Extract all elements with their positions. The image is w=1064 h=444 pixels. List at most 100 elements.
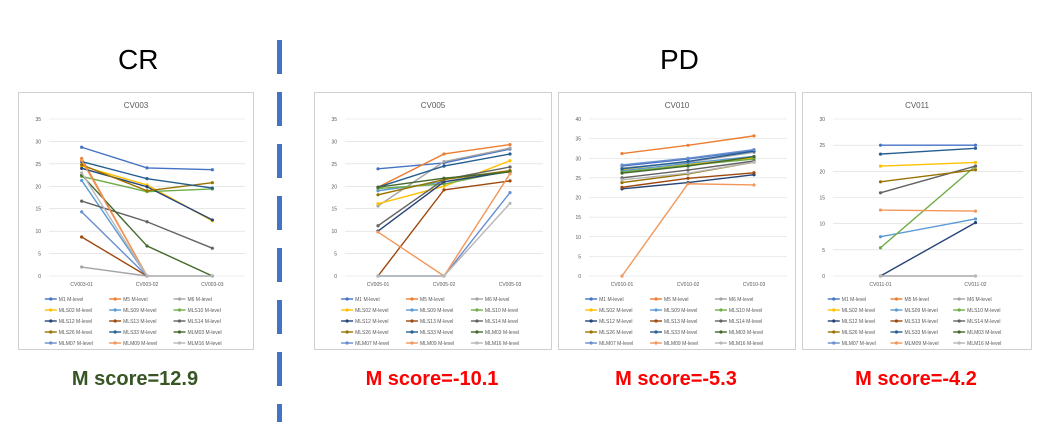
legend-label: MLM07 M-level — [59, 341, 93, 347]
x-tick-label: CV011-01 — [869, 282, 891, 288]
x-tick-label: CV005-03 — [499, 282, 522, 288]
legend-marker — [832, 330, 836, 334]
legend-label: M5 M-level — [664, 297, 688, 303]
data-point — [210, 274, 214, 278]
series-line-mls26 — [880, 169, 976, 183]
legend-marker — [49, 319, 53, 323]
m-score-cv010: M score=-5.3 — [615, 368, 737, 390]
legend-label: MLM16 M-level — [187, 341, 221, 347]
legend-marker — [589, 341, 593, 345]
legend-label: MLM09 M-level — [123, 341, 157, 347]
series-line-mls12 — [880, 222, 976, 277]
legend-marker — [410, 341, 414, 345]
legend-label: MLS33 M-level — [123, 330, 156, 336]
legend-marker — [719, 330, 723, 334]
data-point — [973, 217, 978, 221]
legend-marker — [475, 308, 479, 312]
data-point — [878, 235, 883, 239]
legend-marker — [410, 319, 414, 323]
legend-label: MLS12 M-level — [355, 319, 388, 325]
legend-marker — [475, 341, 479, 345]
x-tick-label: CV003-02 — [136, 282, 159, 288]
legend-label: MLS33 M-level — [420, 330, 453, 336]
data-point — [973, 164, 978, 168]
legend-label: MLM16 M-level — [485, 341, 519, 347]
data-point — [508, 172, 512, 176]
legend-marker — [589, 297, 593, 301]
data-point — [80, 210, 84, 214]
data-point — [376, 202, 380, 206]
y-tick-label: 10 — [819, 222, 825, 228]
legend-marker — [177, 341, 182, 345]
group-title-pd: PD — [660, 44, 699, 75]
legend-marker — [654, 297, 658, 301]
y-tick-label: 0 — [334, 274, 337, 280]
legend-marker — [957, 319, 961, 323]
y-tick-label: 10 — [331, 229, 337, 235]
legend-marker — [589, 330, 593, 334]
series-line-mlm09 — [880, 209, 976, 212]
legend-label: MLS26 M-level — [59, 330, 92, 336]
data-point — [80, 199, 84, 203]
data-point — [508, 146, 512, 150]
legend-marker — [345, 308, 349, 312]
legend-marker — [832, 319, 836, 323]
data-point — [878, 246, 883, 250]
legend-label: M1 M-level — [59, 297, 83, 303]
chart-cv011: CV011 0 5 10 15 20 25 30 CV011-01 CV011-02 M1 M-le… — [802, 92, 1032, 350]
data-point — [686, 164, 690, 168]
data-point — [376, 193, 380, 197]
y-tick-label: 25 — [575, 176, 581, 182]
legend-marker — [832, 308, 836, 312]
legend-marker — [894, 330, 899, 334]
legend-marker — [719, 319, 723, 323]
legend-label: MLM07 M-level — [842, 341, 876, 347]
legend-label: MLS09 M-level — [904, 308, 937, 314]
data-point — [442, 188, 446, 192]
data-point — [145, 274, 149, 278]
data-point — [878, 208, 883, 212]
data-point — [442, 176, 446, 180]
data-point — [145, 177, 149, 181]
legend-label: MLS10 M-level — [967, 308, 1000, 314]
chart-title: CV005 — [421, 101, 446, 110]
legend-marker — [345, 341, 349, 345]
data-point — [376, 189, 380, 193]
data-point — [442, 160, 446, 164]
legend-label: MLM03 M-level — [187, 330, 221, 336]
data-point — [973, 160, 978, 165]
y-tick-label: 5 — [822, 248, 825, 254]
y-tick-label: 0 — [38, 274, 41, 280]
series-line-mls09 — [880, 218, 976, 238]
data-point — [508, 165, 512, 169]
legend-label: MLS13 M-level — [420, 319, 453, 325]
legend-label: M5 M-level — [123, 297, 147, 303]
legend-marker — [410, 297, 414, 301]
x-tick-label: CV011-02 — [964, 282, 986, 288]
y-tick-label: 25 — [35, 162, 41, 168]
y-tick-label: 0 — [578, 274, 581, 280]
m-score-cv011: M score=-4.2 — [855, 368, 977, 390]
data-point — [80, 178, 84, 183]
legend-label: MLS14 M-level — [729, 319, 762, 325]
x-tick-label: CV003-03 — [201, 282, 224, 288]
legend-label: MLM09 M-level — [664, 341, 698, 347]
legend-label: MLS13 M-level — [904, 319, 937, 325]
series-line-mlm07 — [81, 211, 148, 277]
data-point — [620, 185, 624, 189]
data-point — [80, 163, 84, 167]
legend-label: MLS26 M-level — [842, 330, 875, 336]
x-tick-label: CV005-02 — [433, 282, 456, 288]
chart-title: CV003 — [124, 101, 149, 110]
legend-marker — [113, 319, 117, 323]
legend-marker — [654, 341, 658, 345]
legend-label: MLS02 M-level — [842, 308, 875, 314]
data-point — [752, 148, 756, 152]
legend-marker — [49, 297, 53, 301]
series-line-mls13 — [377, 180, 511, 277]
m-score-cv003: M score=12.9 — [71, 368, 199, 390]
m-score-cv005: M score=-10.1 — [365, 368, 499, 390]
y-tick-label: 40 — [575, 117, 581, 123]
data-point — [878, 180, 883, 184]
legend-marker — [475, 319, 479, 323]
